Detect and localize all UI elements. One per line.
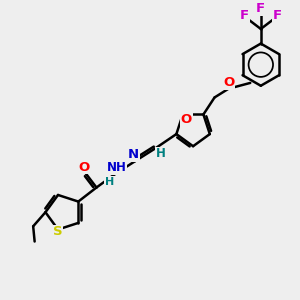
Text: S: S <box>52 225 62 238</box>
Text: O: O <box>79 160 90 173</box>
Text: O: O <box>181 113 192 126</box>
Text: O: O <box>224 76 235 89</box>
Text: N: N <box>128 148 139 161</box>
Text: H: H <box>105 177 114 187</box>
Text: H: H <box>156 147 166 160</box>
Text: F: F <box>273 9 282 22</box>
Text: F: F <box>240 9 249 22</box>
Text: F: F <box>256 2 266 15</box>
Text: NH: NH <box>107 161 127 174</box>
